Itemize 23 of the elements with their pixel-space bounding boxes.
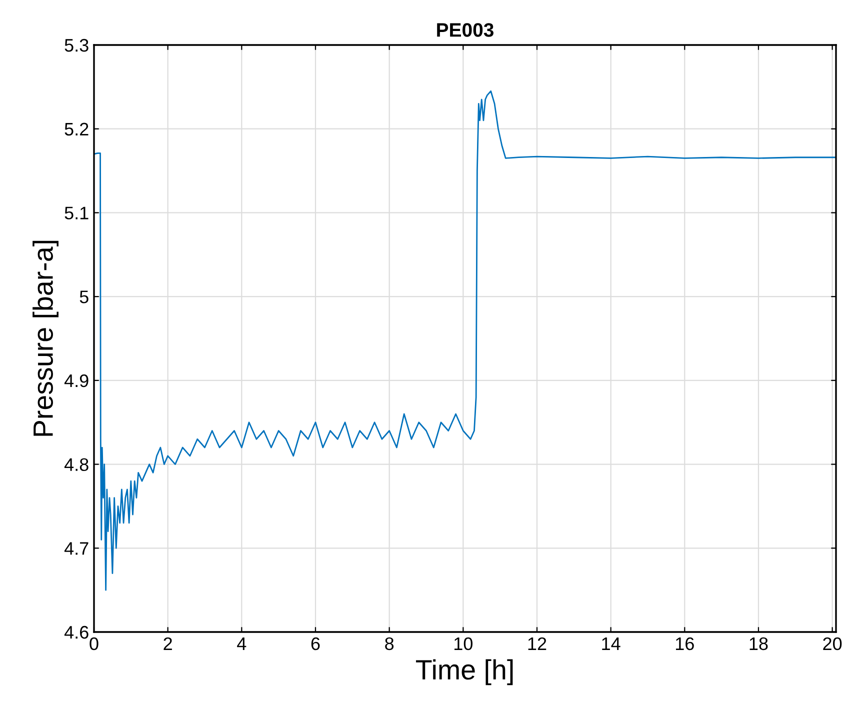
x-tick-label: 4 — [237, 638, 246, 650]
y-tick-label: 4.8 — [64, 458, 88, 472]
y-tick-label: 5.1 — [64, 206, 88, 220]
x-tick-label: 16 — [676, 637, 694, 650]
x-axis-title: Time [h] — [416, 659, 513, 686]
y-tick-label: 4.9 — [64, 374, 88, 388]
x-tick-label: 18 — [750, 637, 768, 650]
chart-title: PE003 — [437, 23, 494, 37]
x-tick-label: 8 — [385, 637, 394, 650]
y-tick-label: 5.2 — [64, 122, 88, 136]
x-tick-label: 2 — [164, 637, 172, 650]
y-tick-label: 5 — [80, 290, 88, 304]
x-tick-label: 10 — [454, 637, 472, 650]
x-tick-label: 14 — [602, 638, 620, 650]
y-axis-title: Pressure [bar-a] — [32, 240, 58, 436]
x-tick-label: 12 — [528, 637, 546, 650]
x-tick-label: 0 — [90, 637, 98, 650]
line-series — [94, 90, 836, 591]
x-tick-label: 20 — [823, 637, 842, 650]
y-tick-label: 4.7 — [64, 542, 88, 555]
y-tick-label: 5.3 — [64, 38, 88, 52]
y-tick-label: 4.6 — [64, 626, 88, 639]
x-tick-label: 6 — [311, 637, 320, 650]
